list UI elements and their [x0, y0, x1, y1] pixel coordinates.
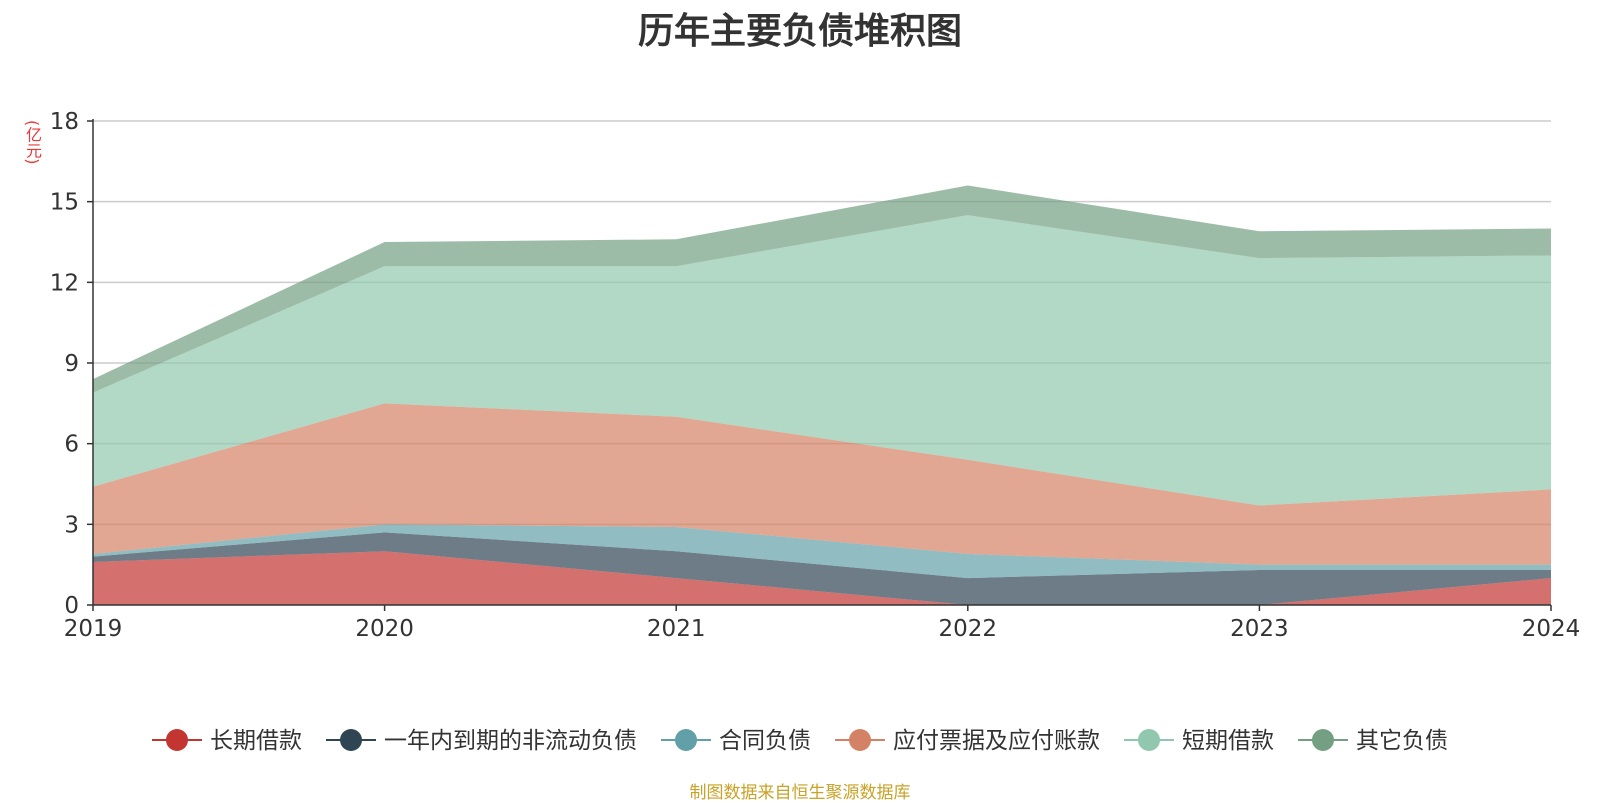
- legend-label-5: 其它负债: [1356, 728, 1448, 754]
- x-tick-label-0: 2019: [64, 616, 123, 642]
- legend-swatch-dot-5: [1312, 729, 1334, 751]
- area-series-1: [93, 532, 1551, 605]
- y-tick-label-1: 3: [64, 512, 79, 538]
- legend-label-1: 一年内到期的非流动负债: [384, 728, 637, 754]
- legend-item-4[interactable]: 短期借款: [1124, 728, 1274, 754]
- legend-label-2: 合同负债: [719, 728, 811, 754]
- legend-item-5[interactable]: 其它负债: [1298, 728, 1448, 754]
- y-tick-label-0: 0: [64, 593, 79, 619]
- area-series-4: [93, 215, 1551, 506]
- axes: 0 3 6 9 12 15 18 2019 2020 2021 2022 2023 2024: [50, 109, 1581, 642]
- x-tick-label-1: 2020: [355, 616, 414, 642]
- legend: 长期借款 一年内到期的非流动负债 合同负债 应付票据及应付账款 短期借款 其它负债: [152, 728, 1448, 754]
- legend-swatch-dot-2: [675, 729, 697, 751]
- legend-swatch-dot-3: [849, 729, 871, 751]
- legend-label-3: 应付票据及应付账款: [893, 728, 1100, 754]
- y-tick-label-5: 15: [50, 190, 79, 216]
- y-tick-label-3: 9: [64, 351, 79, 377]
- area-series-5: [93, 185, 1551, 393]
- area-series-layer: [93, 185, 1551, 605]
- legend-label-4: 短期借款: [1182, 728, 1274, 754]
- legend-swatch-dot-0: [166, 729, 188, 751]
- x-tick-label-4: 2023: [1230, 616, 1289, 642]
- legend-item-2[interactable]: 合同负债: [661, 728, 811, 754]
- y-tick-label-6: 18: [50, 109, 79, 135]
- x-tick-label-2: 2021: [647, 616, 706, 642]
- y-axis-unit-label: (亿元): [23, 120, 42, 165]
- legend-label-0: 长期借款: [210, 728, 302, 754]
- x-tick-label-5: 2024: [1522, 616, 1581, 642]
- stacked-area-chart: 0 3 6 9 12 15 18 2019 2020 2021 2022 2023 2024 长期借款 一…: [50, 109, 1581, 754]
- legend-swatch-dot-1: [340, 729, 362, 751]
- area-series-2: [93, 524, 1551, 579]
- legend-swatch-dot-4: [1138, 729, 1160, 751]
- data-source-note: 制图数据来自恒生聚源数据库: [689, 783, 911, 803]
- area-series-3: [93, 403, 1551, 565]
- y-tick-label-4: 12: [50, 270, 79, 296]
- chart-title: 历年主要负债堆积图: [637, 11, 962, 52]
- legend-item-3[interactable]: 应付票据及应付账款: [835, 728, 1100, 754]
- y-tick-label-2: 6: [64, 432, 79, 458]
- area-series-0: [93, 551, 1551, 605]
- x-tick-label-3: 2022: [939, 616, 998, 642]
- legend-item-1[interactable]: 一年内到期的非流动负债: [326, 728, 637, 754]
- legend-item-0[interactable]: 长期借款: [152, 728, 302, 754]
